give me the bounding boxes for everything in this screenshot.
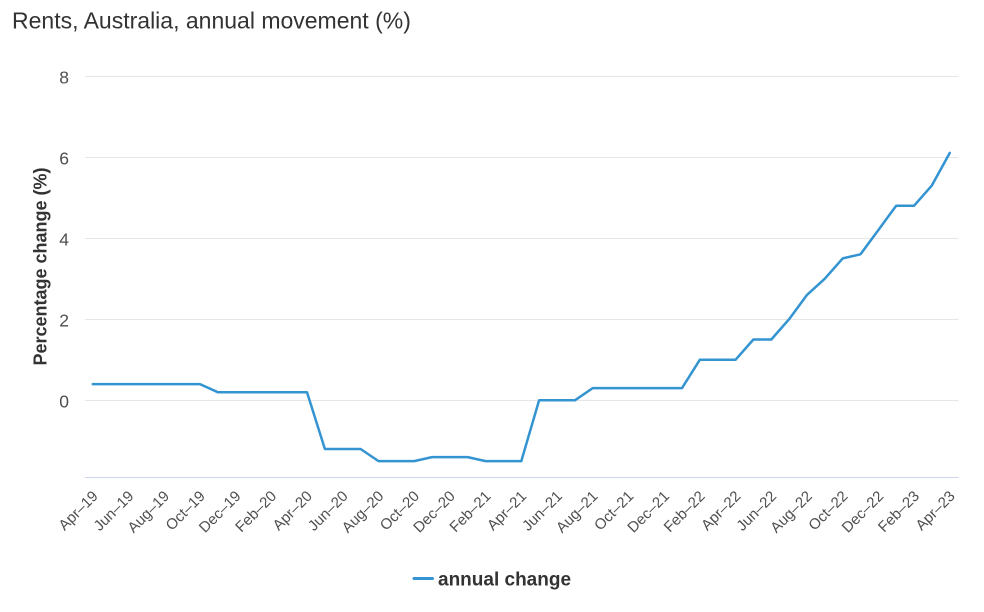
svg-text:Rents, Australia, annual movem: Rents, Australia, annual movement (%) xyxy=(12,8,411,34)
svg-text:Percentage change (%): Percentage change (%) xyxy=(31,167,51,365)
svg-text:annual change: annual change xyxy=(438,570,571,591)
svg-text:4: 4 xyxy=(59,230,69,250)
svg-text:2: 2 xyxy=(59,311,69,331)
svg-text:8: 8 xyxy=(59,68,69,88)
svg-text:0: 0 xyxy=(59,392,69,412)
svg-text:6: 6 xyxy=(59,149,69,169)
svg-text:Apr–23: Apr–23 xyxy=(912,488,958,534)
